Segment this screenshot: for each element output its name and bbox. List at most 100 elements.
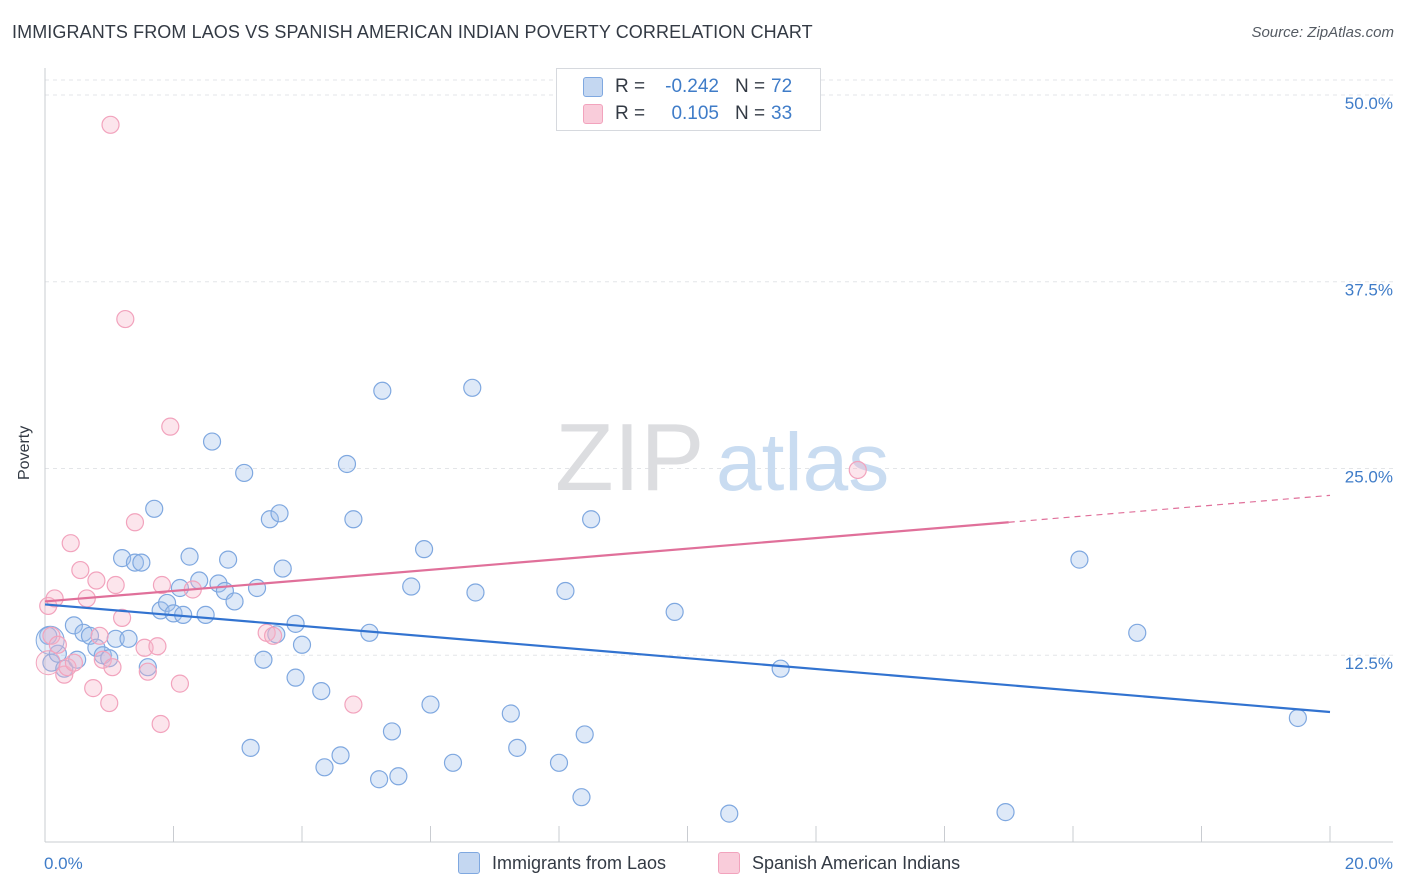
data-point-laos (64, 616, 84, 635)
bottom-legend-laos: Immigrants from Laos (458, 852, 666, 874)
data-point-laos (254, 650, 273, 669)
data-point-spanish-american-indians (61, 534, 80, 553)
data-point-laos (996, 803, 1015, 822)
trendline-spanish-american-indians-extension (1008, 494, 1331, 523)
axes (44, 68, 1393, 843)
data-point-laos (1128, 623, 1147, 642)
data-point-laos (1288, 708, 1307, 728)
data-point-laos (370, 770, 389, 789)
bottom-legend-swatch-pink (718, 852, 740, 874)
data-point-laos (157, 593, 177, 613)
data-point-laos (421, 695, 440, 714)
legend-r-label: R = (615, 103, 646, 124)
chart-title: IMMIGRANTS FROM LAOS VS SPANISH AMERICAN… (12, 22, 813, 42)
data-point-laos (556, 581, 575, 601)
data-point-spanish-american-indians (103, 658, 122, 677)
legend-n-value: 72 (771, 76, 793, 97)
data-point-laos (119, 629, 138, 648)
data-point-spanish-american-indians (263, 626, 283, 645)
data-point-laos (241, 738, 260, 757)
data-point-spanish-american-indians (64, 653, 84, 672)
data-point-laos (414, 540, 434, 559)
data-point-spanish-american-indians (106, 575, 125, 595)
watermark: ZIP atlas (555, 404, 889, 511)
data-point-spanish-american-indians (112, 608, 132, 627)
data-point-laos (771, 659, 790, 678)
legend-n-label: N = (735, 103, 766, 124)
gridlines (45, 79, 1393, 656)
x-tick-label: 20.0% (1345, 854, 1393, 873)
data-point-spanish-american-indians (101, 115, 120, 134)
data-point-spanish-american-indians (87, 571, 106, 590)
data-point-laos (125, 553, 145, 572)
data-point-laos (582, 510, 601, 529)
data-point-laos (68, 650, 87, 669)
legend-r-value: 0.105 (671, 103, 719, 124)
data-point-laos (138, 658, 157, 677)
data-point-spanish-american-indians (170, 674, 190, 693)
data-point-spanish-american-indians-large (35, 650, 61, 676)
data-point-laos (508, 738, 527, 757)
source-label: Source: ZipAtlas.com (1251, 24, 1394, 41)
data-point-laos (1070, 550, 1089, 569)
data-point-laos (466, 583, 485, 602)
data-point-laos (575, 725, 594, 744)
data-point-laos (270, 504, 289, 523)
data-point-laos (389, 767, 408, 786)
data-point-laos (315, 758, 334, 777)
legend-n-label: N = (735, 76, 766, 97)
data-point-spanish-american-indians (148, 637, 167, 656)
data-point-laos (572, 788, 591, 807)
correlation-legend: R = -0.242 N = 72 R = 0.105 N = 33 (556, 68, 821, 131)
y-tick-label: 37.5% (1345, 281, 1393, 300)
data-point-laos (132, 553, 151, 572)
y-tick-label: 12.5% (1345, 654, 1393, 673)
data-point-laos (501, 704, 520, 723)
data-point-laos (286, 668, 305, 687)
data-point-spanish-american-indians (93, 650, 112, 669)
data-point-laos (382, 722, 402, 741)
bottom-legend-label: Spanish American Indians (752, 852, 961, 873)
data-point-spanish-american-indians (161, 417, 180, 436)
data-point-laos (463, 378, 482, 397)
data-point-laos (225, 592, 244, 611)
data-point-spanish-american-indians (71, 560, 90, 580)
data-point-laos (145, 499, 164, 518)
data-point-laos (373, 381, 392, 400)
data-point-laos (292, 635, 312, 654)
data-point-laos (443, 753, 463, 772)
data-point-laos (665, 602, 684, 622)
data-point-laos (180, 547, 199, 566)
data-point-spanish-american-indians (90, 626, 109, 645)
legend-n-value: 33 (771, 103, 793, 124)
trendline-spanish-american-indians (44, 521, 1009, 603)
watermark-zip: ZIP (555, 404, 704, 511)
legend-swatch-pink (583, 104, 603, 124)
data-point-spanish-american-indians (84, 679, 103, 698)
x-tick-labels: 0.0% 20.0% (44, 854, 1393, 873)
data-point-laos (337, 454, 357, 474)
data-point-spanish-american-indians (45, 589, 64, 608)
y-tick-labels: 12.5% 25.0% 37.5% 50.0% (1345, 94, 1393, 673)
data-point-spanish-american-indians (42, 626, 61, 645)
x-tick-label: 0.0% (44, 854, 83, 873)
series-spanish-american-indians (35, 115, 867, 734)
legend-swatch-blue (583, 77, 603, 97)
bottom-legend-spanish-american-indians: Spanish American Indians (718, 852, 960, 874)
data-point-laos (202, 432, 222, 451)
data-point-laos (331, 746, 350, 765)
data-point-laos (260, 510, 279, 529)
y-tick-label: 25.0% (1345, 467, 1393, 486)
data-point-laos (402, 577, 421, 596)
data-point-laos (247, 578, 267, 598)
data-point-laos (235, 463, 254, 483)
data-point-spanish-american-indians (100, 693, 119, 713)
data-point-laos (549, 753, 569, 772)
data-point-laos (196, 605, 215, 624)
data-point-spanish-american-indians (848, 460, 867, 480)
y-tick-label: 50.0% (1345, 94, 1393, 113)
data-point-spanish-american-indians (116, 309, 135, 329)
data-point-spanish-american-indians (152, 575, 172, 595)
watermark-atlas: atlas (716, 417, 889, 508)
